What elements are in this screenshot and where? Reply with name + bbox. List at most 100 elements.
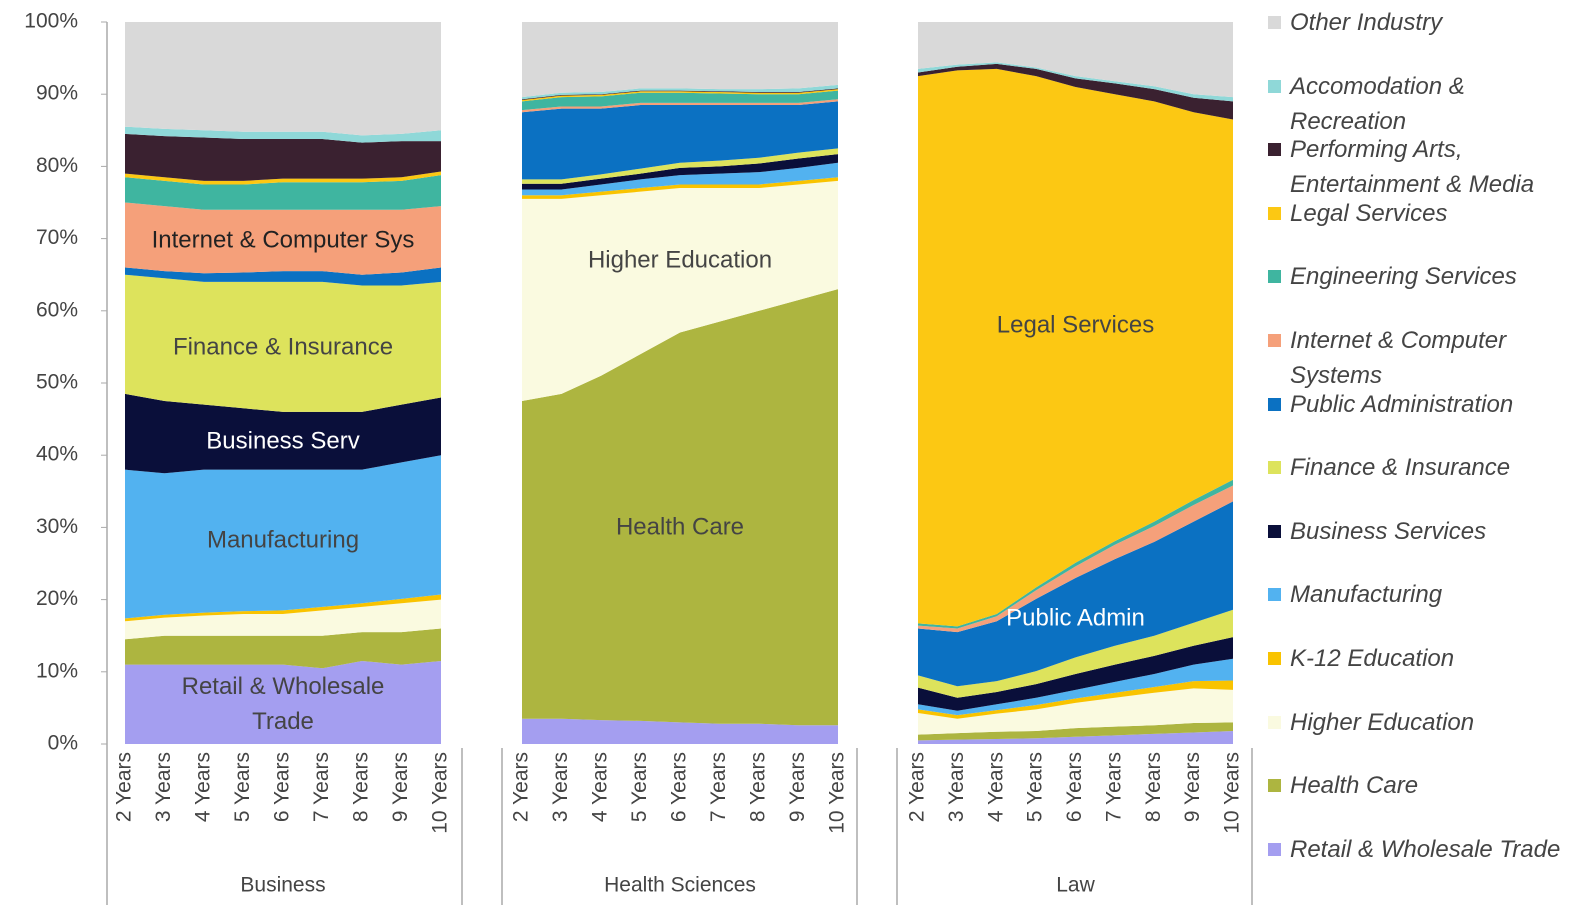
legend-label: Higher Education (1290, 708, 1475, 736)
legend-label: Internet & Computer Systems (1290, 327, 1507, 389)
y-tick-label: 60% (36, 298, 78, 321)
legend-label: Finance & Insurance (1290, 454, 1511, 482)
legend-swatch (1268, 461, 1281, 475)
x-tick-label: 6 Years (668, 752, 691, 822)
legend-swatch (1268, 16, 1281, 29)
x-tick-label: 8 Years (350, 752, 373, 822)
area-label: Legal Services (996, 311, 1155, 339)
legend-label: Health Care (1290, 772, 1419, 800)
area (522, 180, 838, 402)
x-tick-label: 2 Years (510, 752, 533, 822)
area-label: Retail & Wholesale Trade (181, 673, 385, 736)
x-tick-label: 7 Years (1102, 752, 1125, 822)
legend-swatch (1268, 79, 1281, 93)
area (125, 274, 441, 412)
area (918, 658, 1233, 716)
legend-swatch (1268, 524, 1281, 538)
legend-label: Legal Services (1290, 199, 1448, 227)
area (918, 63, 1233, 120)
area-label: Health Care (615, 513, 745, 541)
x-tick-label: 10 Years (826, 752, 849, 834)
legend-label: Manufacturing (1290, 581, 1443, 609)
area-label: Manufacturing (206, 526, 360, 554)
x-tick-label: 5 Years (1024, 752, 1047, 822)
area (918, 609, 1233, 698)
panel-label: Business (240, 874, 325, 897)
x-tick-label: 6 Years (271, 752, 294, 822)
x-tick-label: 4 Years (984, 752, 1007, 822)
area (125, 660, 441, 744)
area (125, 628, 441, 669)
area (918, 22, 1233, 98)
area (125, 267, 441, 286)
legend-swatch (1268, 779, 1281, 793)
area (125, 22, 441, 136)
area-label: Finance & Insurance (172, 333, 394, 361)
x-tick-label: 3 Years (945, 752, 968, 822)
y-tick-label: 100% (24, 10, 78, 33)
area (125, 133, 441, 181)
area (522, 154, 838, 190)
legend-label: Public Administration (1290, 390, 1514, 418)
legend-swatch (1268, 143, 1281, 157)
legend-swatch (1268, 206, 1281, 220)
legend-swatch (1268, 270, 1281, 284)
x-tick-label: 2 Years (113, 752, 136, 822)
y-tick-label: 10% (36, 659, 78, 682)
legend-swatch (1268, 588, 1281, 602)
area (125, 175, 441, 210)
x-tick-label: 10 Years (429, 752, 452, 834)
area (125, 393, 441, 474)
legend-swatch (1268, 397, 1281, 411)
x-tick-label: 5 Years (628, 752, 651, 822)
y-tick-label: 0% (48, 732, 78, 755)
panel-label: Health Sciences (604, 874, 756, 897)
area (522, 162, 838, 196)
x-tick-label: 9 Years (1181, 752, 1204, 822)
legend-label: Retail & Wholesale Trade (1290, 835, 1561, 863)
area (522, 718, 838, 744)
legend-label: Accomodation & Recreation (1290, 72, 1465, 135)
area (918, 501, 1233, 687)
x-tick-label: 4 Years (192, 752, 215, 822)
legend-label: Engineering Services (1290, 263, 1517, 291)
x-tick-label: 3 Years (549, 752, 572, 822)
area (918, 62, 1233, 102)
y-tick-label: 30% (36, 515, 78, 538)
area-label: Public Admin (1006, 604, 1145, 632)
area-label: Higher Education (587, 246, 773, 274)
y-tick-label: 80% (36, 154, 78, 177)
area (522, 289, 838, 726)
x-tick-label: 6 Years (1063, 752, 1086, 822)
x-tick-label: 4 Years (589, 752, 612, 822)
x-tick-label: 2 Years (906, 752, 929, 822)
area (522, 90, 838, 111)
area (522, 89, 838, 102)
area (918, 731, 1233, 744)
x-tick-label: 7 Years (310, 752, 333, 822)
area (522, 101, 838, 180)
legend-label: Performing Arts, Entertainment & Media (1290, 136, 1535, 199)
area (522, 177, 838, 199)
area (522, 88, 838, 100)
area (918, 680, 1233, 719)
y-tick-label: 50% (36, 371, 78, 394)
legend-label: Other Industry (1290, 9, 1443, 36)
legend-swatch (1268, 652, 1281, 665)
x-tick-label: 9 Years (389, 752, 412, 822)
area (522, 84, 838, 100)
area (125, 126, 441, 143)
x-tick-label: 7 Years (707, 752, 730, 822)
area (125, 171, 441, 185)
area-label: Internet & Computer Sys (151, 226, 415, 254)
legend-label: Business Services (1290, 517, 1487, 545)
area (125, 455, 441, 619)
legend-label: K-12 Education (1290, 645, 1455, 672)
y-tick-label: 40% (36, 443, 78, 466)
panel-label: Law (1056, 874, 1095, 897)
area (522, 22, 838, 98)
x-tick-label: 10 Years (1221, 752, 1244, 834)
area (918, 722, 1233, 741)
x-tick-label: 8 Years (1142, 752, 1165, 822)
